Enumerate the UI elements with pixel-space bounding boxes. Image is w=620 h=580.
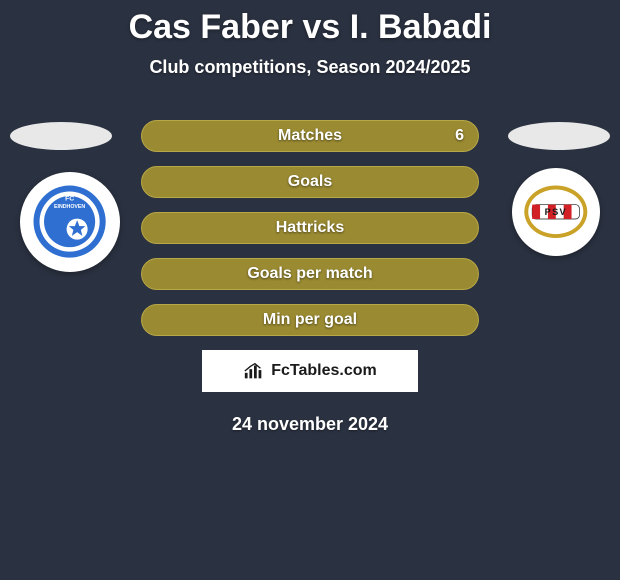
stat-label: Matches [278, 127, 342, 145]
stat-row-goals-per-match: Goals per match [141, 258, 479, 290]
fc-eindhoven-badge: FC EINDHOVEN [20, 172, 120, 272]
psv-badge: PSV [512, 168, 600, 256]
stat-row-goals: Goals [141, 166, 479, 198]
psv-icon: PSV [523, 179, 589, 245]
branding-text: FcTables.com [271, 362, 377, 380]
svg-text:PSV: PSV [545, 207, 567, 217]
stat-label: Min per goal [263, 311, 357, 329]
date-text: 24 november 2024 [0, 414, 620, 435]
branding-box: FcTables.com [202, 350, 418, 392]
svg-text:FC: FC [66, 196, 75, 203]
fc-eindhoven-icon: FC EINDHOVEN [32, 184, 107, 259]
stat-label: Goals [288, 173, 332, 191]
stat-label: Hattricks [276, 219, 344, 237]
left-shadow-ellipse [10, 122, 112, 150]
stat-row-matches: Matches 6 [141, 120, 479, 152]
stat-row-hattricks: Hattricks [141, 212, 479, 244]
stat-value-right: 6 [455, 127, 464, 145]
subtitle: Club competitions, Season 2024/2025 [0, 57, 620, 78]
page-title: Cas Faber vs I. Babadi [0, 8, 620, 47]
right-shadow-ellipse [508, 122, 610, 150]
stat-row-min-per-goal: Min per goal [141, 304, 479, 336]
stat-label: Goals per match [247, 265, 372, 283]
svg-text:EINDHOVEN: EINDHOVEN [54, 204, 85, 210]
stats-area: Matches 6 Goals Hattricks Goals per matc… [0, 120, 620, 435]
comparison-container: Cas Faber vs I. Babadi Club competitions… [0, 0, 620, 580]
bar-chart-icon [243, 360, 265, 382]
